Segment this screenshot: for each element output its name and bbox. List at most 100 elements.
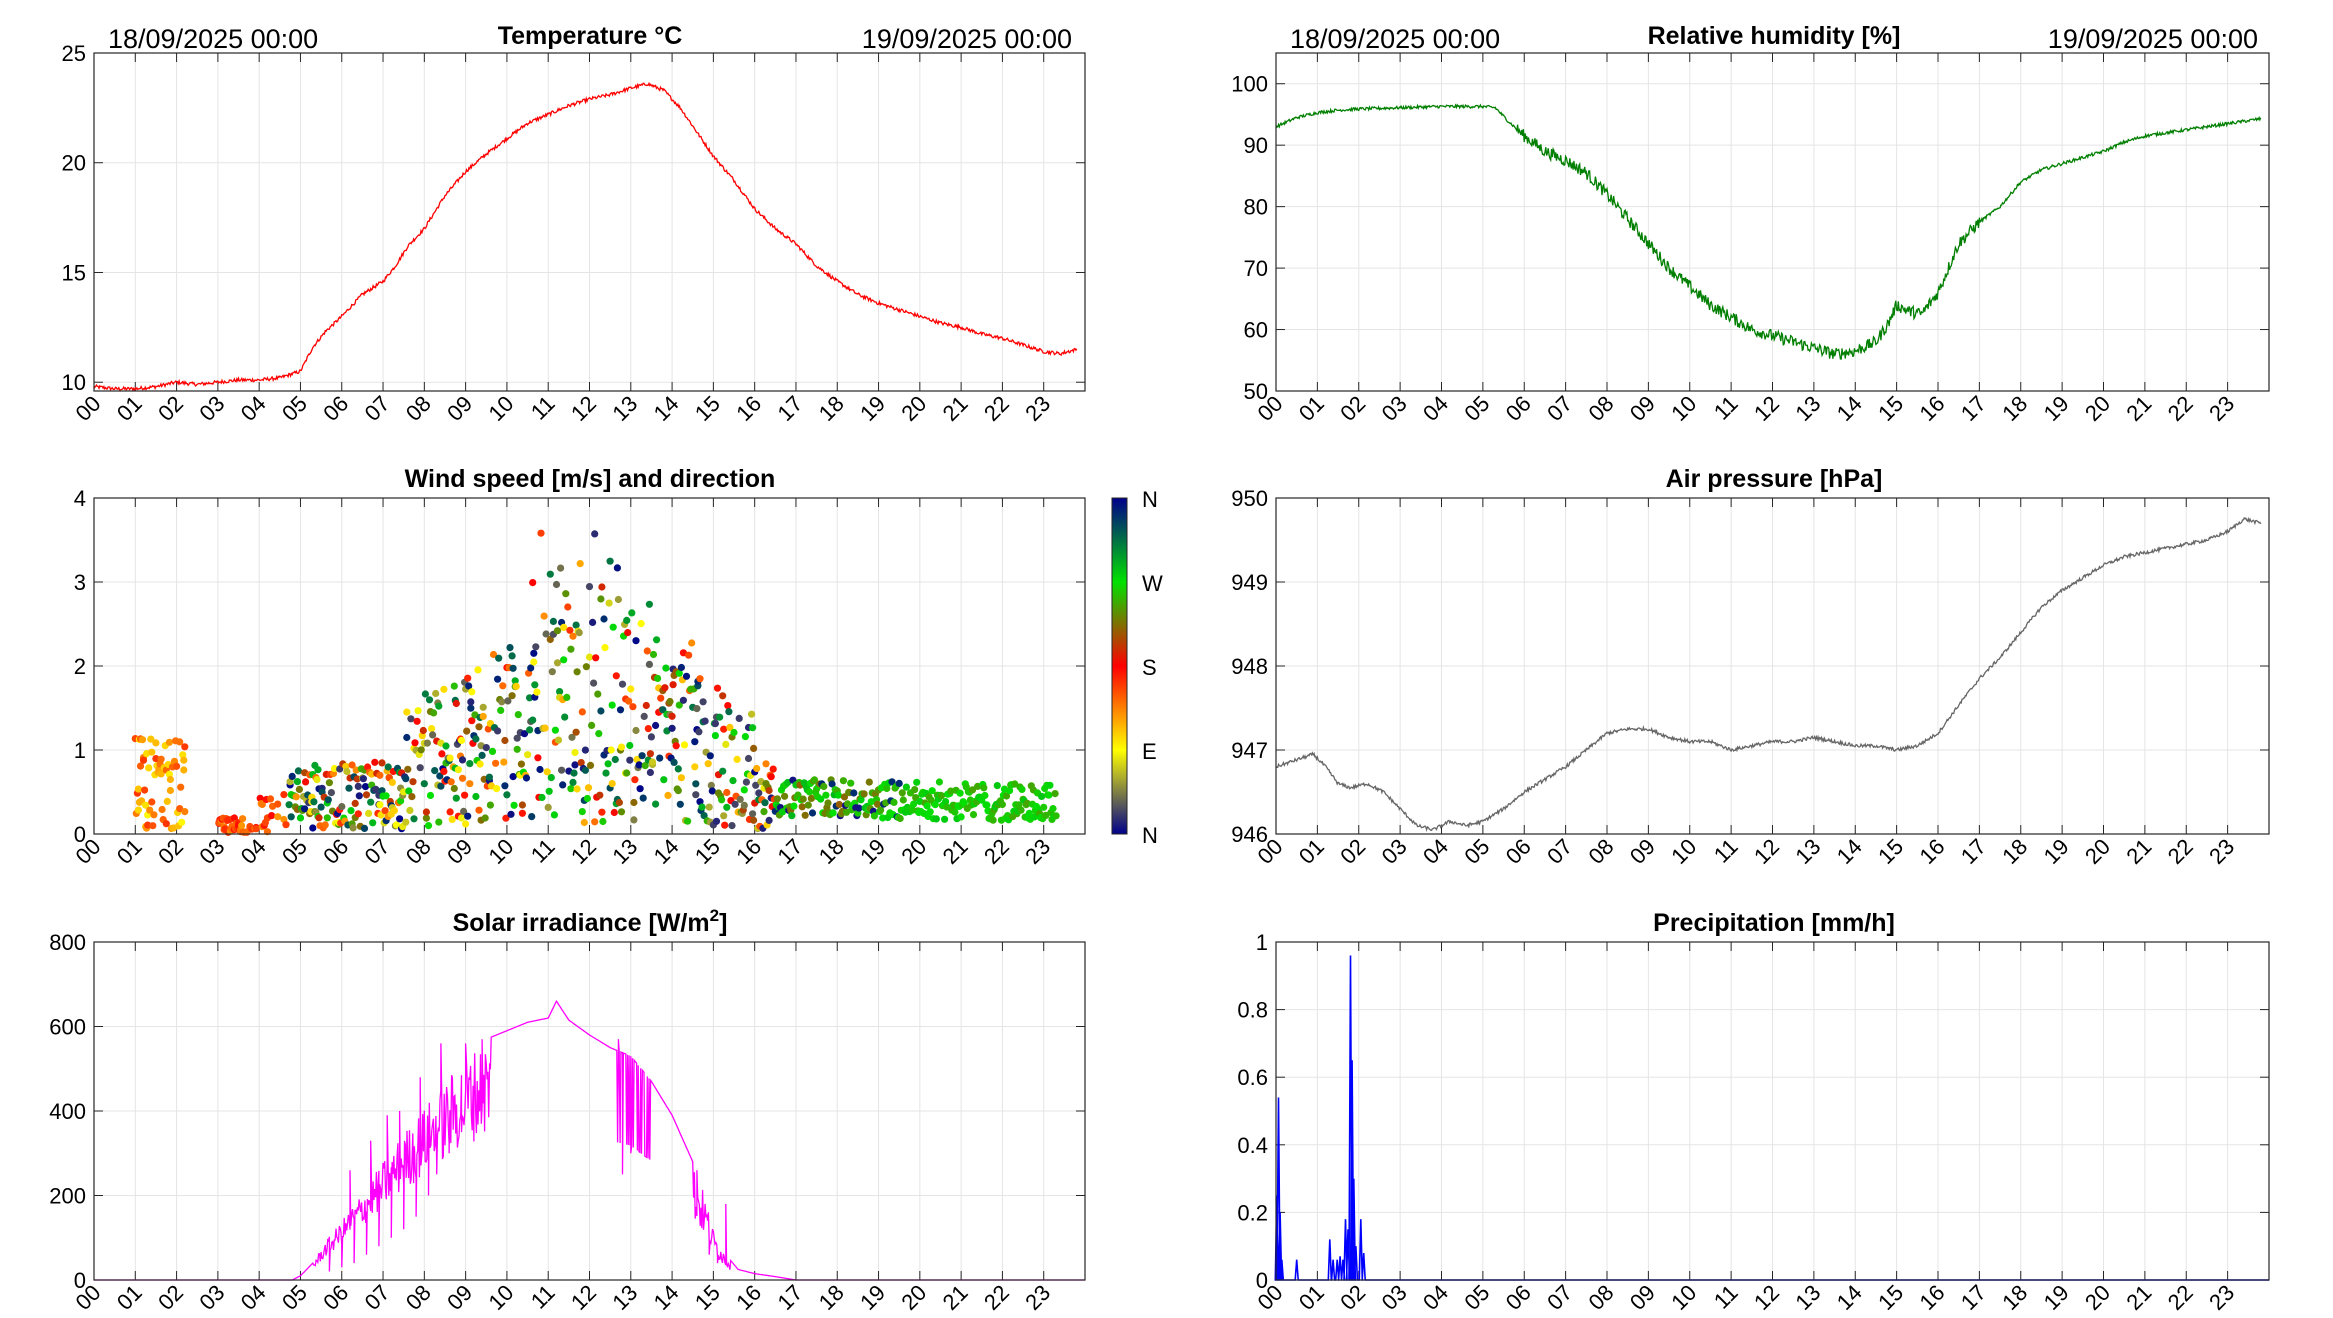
wind-point [468, 717, 476, 725]
humidity-xtick-label: 02 [1335, 391, 1370, 426]
wind-point [744, 754, 753, 763]
solar-xtick-label: 15 [690, 1280, 725, 1313]
wind-point [640, 712, 648, 721]
wind-point [762, 760, 770, 768]
wind-point [839, 777, 848, 785]
wind-point [926, 808, 934, 816]
humidity-ytick-label: 80 [1244, 195, 1268, 220]
wind-point [309, 824, 317, 832]
wind-point [527, 664, 535, 672]
humidity-xtick-label: 20 [2080, 391, 2115, 426]
wind-point [720, 812, 728, 820]
wind-point [765, 786, 773, 795]
wind-point [568, 733, 576, 741]
temperature-xtick-label: 04 [236, 391, 271, 426]
wind-point [371, 758, 379, 766]
solar-xtick-label: 03 [194, 1280, 229, 1313]
humidity-series-line [1275, 103, 2262, 360]
temperature-xtick-label: 03 [194, 391, 229, 426]
wind-point [512, 682, 520, 691]
temperature-xtick-label: 05 [277, 391, 312, 426]
humidity-xtick-label: 01 [1294, 391, 1329, 426]
wind-point [730, 728, 738, 737]
wind-point [376, 771, 384, 779]
wind-point [410, 815, 418, 823]
solar-xtick-label: 08 [401, 1280, 436, 1313]
colorbar-label-w: W [1142, 571, 1163, 596]
wind-xtick-label: 12 [566, 834, 601, 869]
solar-xtick-label: 19 [855, 1280, 890, 1313]
wind-point [428, 725, 436, 733]
wind-point [438, 750, 446, 758]
solar-xtick-label: 13 [607, 1280, 642, 1313]
wind-xtick-label: 23 [1020, 834, 1055, 869]
wind-point [644, 725, 652, 733]
wind-point [548, 668, 556, 676]
wind-point [1018, 785, 1026, 794]
wind-point [799, 795, 807, 803]
wind-point [446, 754, 454, 762]
wind-point [417, 746, 425, 754]
wind-point [591, 818, 599, 826]
humidity-xtick-label: 05 [1459, 391, 1494, 426]
humidity-ytick-label: 50 [1244, 379, 1268, 404]
wind-point [411, 739, 419, 747]
humidity-xtick-label: 12 [1749, 391, 1784, 426]
wind-point [666, 697, 674, 706]
precipitation-xtick-label: 12 [1749, 1280, 1784, 1313]
wind-point [136, 762, 145, 770]
wind-point [632, 726, 640, 735]
wind-point [462, 820, 470, 828]
wind-point [321, 821, 329, 829]
wind-point [1030, 813, 1038, 821]
pressure-xtick-label: 16 [1915, 834, 1950, 869]
wind-point [696, 798, 704, 806]
pressure-xtick-label: 10 [1666, 834, 1701, 869]
wind-point [668, 724, 676, 732]
wind-point [369, 819, 377, 827]
temperature-ytick-label: 25 [62, 41, 86, 66]
wind-point [718, 796, 726, 804]
humidity-xtick-label: 07 [1542, 391, 1577, 426]
precipitation-xtick-label: 02 [1335, 1280, 1370, 1313]
wind-point [1052, 812, 1060, 820]
wind-point [513, 745, 521, 753]
wind-point [755, 789, 763, 797]
wind-point [301, 805, 309, 813]
wind-point [468, 688, 476, 696]
wind-point [602, 769, 610, 777]
temperature-series-line [93, 81, 1078, 392]
wind-point [163, 797, 171, 806]
wind-point [440, 767, 448, 776]
wind-point [712, 817, 721, 825]
solar-title-suffix: ] [719, 909, 727, 937]
wind-point [639, 794, 647, 802]
wind-point [902, 783, 911, 791]
temperature-ytick-label: 15 [62, 260, 86, 285]
wind-point [682, 672, 691, 680]
humidity-xtick-label: 16 [1915, 391, 1950, 426]
wind-point [707, 781, 715, 790]
wind-point [560, 656, 568, 664]
wind-point [608, 780, 616, 788]
wind-point [571, 761, 579, 769]
wind-point [465, 682, 473, 690]
wind-point [700, 812, 708, 820]
solar-axes-border [93, 941, 1086, 1281]
wind-point [531, 681, 539, 689]
wind-point [501, 736, 509, 745]
pressure-xtick-label: 01 [1294, 834, 1329, 869]
wind-point [860, 790, 868, 798]
wind-point [437, 782, 445, 790]
wind-point [178, 818, 186, 826]
wind-point [569, 778, 577, 787]
wind-point [315, 814, 323, 822]
wind-point [923, 802, 931, 810]
wind-point [553, 627, 562, 635]
wind-point [134, 785, 142, 793]
wind-point [325, 779, 333, 787]
wind-point [659, 706, 667, 714]
wind-point [177, 783, 185, 791]
wind-point [670, 758, 678, 767]
wind-point [583, 794, 592, 803]
